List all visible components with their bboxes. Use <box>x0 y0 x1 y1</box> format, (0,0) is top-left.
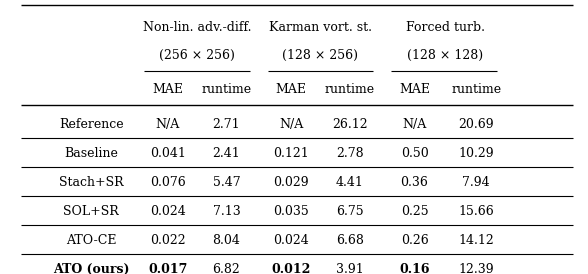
Text: 0.035: 0.035 <box>273 205 309 218</box>
Text: 6.82: 6.82 <box>212 263 240 274</box>
Text: 0.50: 0.50 <box>400 147 429 160</box>
Text: 20.69: 20.69 <box>459 118 494 131</box>
Text: runtime: runtime <box>451 83 502 96</box>
Text: 0.076: 0.076 <box>150 176 185 189</box>
Text: Karman vort. st.: Karman vort. st. <box>269 21 372 34</box>
Text: N/A: N/A <box>402 118 427 131</box>
Text: 6.68: 6.68 <box>336 234 364 247</box>
Text: 2.78: 2.78 <box>336 147 363 160</box>
Text: N/A: N/A <box>155 118 180 131</box>
Text: Forced turb.: Forced turb. <box>406 21 485 34</box>
Text: 7.94: 7.94 <box>463 176 490 189</box>
Text: SOL+SR: SOL+SR <box>64 205 119 218</box>
Text: 0.024: 0.024 <box>150 205 185 218</box>
Text: 0.012: 0.012 <box>272 263 310 274</box>
Text: 14.12: 14.12 <box>459 234 494 247</box>
Text: 7.13: 7.13 <box>212 205 240 218</box>
Text: ATO (ours): ATO (ours) <box>53 263 129 274</box>
Text: (128 × 128): (128 × 128) <box>407 49 483 62</box>
Text: 5.47: 5.47 <box>213 176 240 189</box>
Text: 12.39: 12.39 <box>459 263 494 274</box>
Text: 0.029: 0.029 <box>273 176 309 189</box>
Text: 3.91: 3.91 <box>336 263 364 274</box>
Text: MAE: MAE <box>152 83 183 96</box>
Text: 0.36: 0.36 <box>400 176 429 189</box>
Text: 2.71: 2.71 <box>213 118 240 131</box>
Text: 2.41: 2.41 <box>212 147 240 160</box>
Text: runtime: runtime <box>201 83 252 96</box>
Text: 0.022: 0.022 <box>150 234 185 247</box>
Text: 4.41: 4.41 <box>336 176 364 189</box>
Text: 0.26: 0.26 <box>400 234 429 247</box>
Text: Baseline: Baseline <box>64 147 118 160</box>
Text: 0.121: 0.121 <box>273 147 309 160</box>
Text: Non-lin. adv.-diff.: Non-lin. adv.-diff. <box>143 21 251 34</box>
Text: MAE: MAE <box>276 83 306 96</box>
Text: 8.04: 8.04 <box>212 234 240 247</box>
Text: MAE: MAE <box>399 83 430 96</box>
Text: Reference: Reference <box>59 118 123 131</box>
Text: 0.017: 0.017 <box>148 263 187 274</box>
Text: (128 × 256): (128 × 256) <box>282 49 359 62</box>
Text: 15.66: 15.66 <box>459 205 494 218</box>
Text: N/A: N/A <box>279 118 303 131</box>
Text: ATO-CE: ATO-CE <box>66 234 116 247</box>
Text: 26.12: 26.12 <box>332 118 368 131</box>
Text: runtime: runtime <box>325 83 375 96</box>
Text: (256 × 256): (256 × 256) <box>159 49 235 62</box>
Text: 0.16: 0.16 <box>399 263 430 274</box>
Text: 0.25: 0.25 <box>401 205 428 218</box>
Text: Stach+SR: Stach+SR <box>59 176 123 189</box>
Text: 10.29: 10.29 <box>459 147 494 160</box>
Text: 0.024: 0.024 <box>273 234 309 247</box>
Text: 6.75: 6.75 <box>336 205 363 218</box>
Text: 0.041: 0.041 <box>149 147 186 160</box>
